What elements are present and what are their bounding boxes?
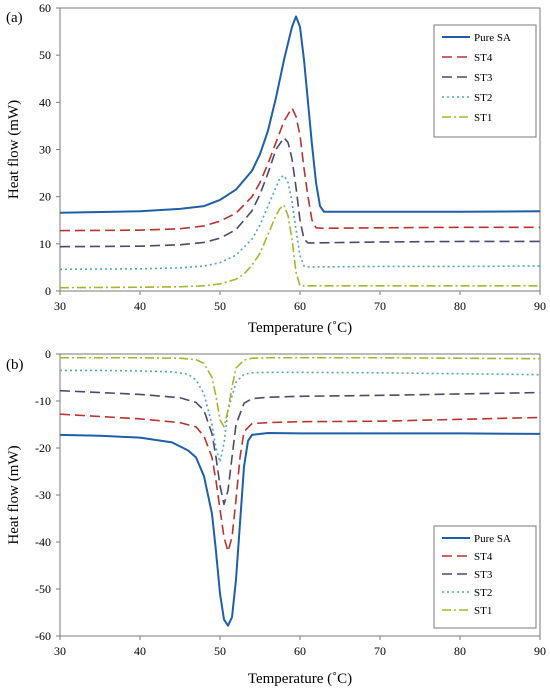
legend-box <box>433 525 537 629</box>
x-tick-label: 80 <box>454 299 466 313</box>
legend-label: ST2 <box>474 587 492 599</box>
y-tick-label: 10 <box>39 237 51 251</box>
y-tick-label: 50 <box>39 48 51 62</box>
series-line-st1 <box>60 356 541 428</box>
x-tick-label: 30 <box>54 299 66 313</box>
y-tick-label: -40 <box>35 535 51 549</box>
series-line-st3 <box>59 136 540 248</box>
x-tick-label: 40 <box>134 299 146 313</box>
x-tick-label: 60 <box>294 299 306 313</box>
x-tick-label: 70 <box>374 644 386 658</box>
x-tick-label: 60 <box>294 644 306 658</box>
y-tick-label: -10 <box>35 394 51 408</box>
y-axis-title: Heat flow (mW) <box>6 100 22 199</box>
y-tick-label: -20 <box>35 441 51 455</box>
y-tick-label: -60 <box>35 629 51 643</box>
series-line-st2 <box>60 369 541 463</box>
x-tick-label: 30 <box>54 644 66 658</box>
x-tick-label: 80 <box>454 644 466 658</box>
series-line-st3 <box>59 389 541 506</box>
legend-label: ST4 <box>474 52 493 64</box>
legend-label: Pure SA <box>474 32 511 44</box>
legend-label: ST2 <box>474 92 492 104</box>
panel-label: (a) <box>6 10 23 26</box>
legend-label: ST3 <box>474 72 493 84</box>
y-tick-label: 20 <box>39 190 51 204</box>
panel-label: (b) <box>6 357 24 373</box>
legend: Pure SA ST4 ST3 ST2 ST1 <box>433 24 537 138</box>
chart-panel-a: 0 10 20 30 40 50 60 30 40 50 60 70 80 90 Temperature (… <box>6 1 546 336</box>
y-tick-label: -50 <box>35 582 51 596</box>
legend-label: ST3 <box>474 569 493 581</box>
series-line-st1 <box>59 204 540 289</box>
legend-label: ST4 <box>474 551 493 563</box>
x-tick-label: 50 <box>214 644 226 658</box>
x-tick-label: 70 <box>374 299 386 313</box>
series-line-pure-sa <box>59 431 541 627</box>
x-tick-label: 40 <box>134 644 146 658</box>
y-tick-label: 0 <box>45 284 51 298</box>
legend-label: ST1 <box>474 605 492 617</box>
legend-box <box>433 24 537 138</box>
series-line-st2 <box>59 174 541 271</box>
x-tick-label: 50 <box>214 299 226 313</box>
series-line-st4 <box>59 107 540 232</box>
legend-label: Pure SA <box>474 533 511 545</box>
y-tick-label: 60 <box>39 1 51 15</box>
y-tick-label: 30 <box>39 143 51 157</box>
y-tick-label: 0 <box>45 347 51 361</box>
series-line-st4 <box>59 413 541 553</box>
x-axis-title: Temperature (˚C) <box>248 671 352 687</box>
legend-label: ST1 <box>474 112 492 124</box>
x-axis-title: Temperature (˚C) <box>248 320 352 336</box>
y-axis-title: Heat flow (mW) <box>6 445 22 544</box>
legend: Pure SA ST4 ST3 ST2 ST1 <box>433 525 537 629</box>
y-tick-label: 40 <box>39 95 51 109</box>
y-tick-label: -30 <box>35 488 51 502</box>
series-line-pure-sa <box>59 15 541 214</box>
x-tick-label: 90 <box>534 299 546 313</box>
x-tick-label: 90 <box>534 644 546 658</box>
